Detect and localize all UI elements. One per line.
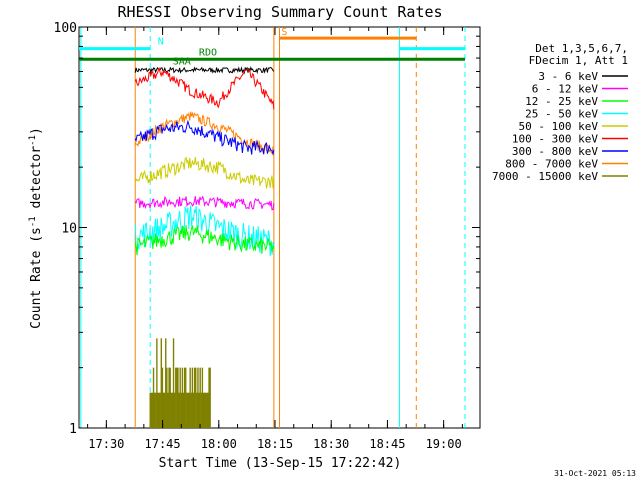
series-line-6: [134, 205, 275, 257]
y-tick-label: 100: [54, 21, 77, 36]
state-bar-label: SAA: [173, 57, 191, 68]
y-tick-label: 1: [69, 422, 77, 437]
legend-label: 25 - 50 keV: [525, 108, 598, 121]
generation-timestamp: 31-Oct-2021 05:13: [554, 469, 636, 478]
x-tick-label: 17:45: [145, 437, 181, 451]
legend-label: 50 - 100 keV: [519, 120, 599, 133]
y-axis-label-main: Count Rate (s: [29, 227, 44, 329]
y-axis-label-end: ): [29, 127, 44, 135]
y-axis-label-mid: detector: [29, 146, 44, 217]
series-line-3: [134, 119, 275, 156]
legend-label: 12 - 25 keV: [525, 95, 598, 108]
y-axis-label-sup: -1: [28, 216, 38, 227]
x-tick-label: 19:00: [426, 437, 462, 451]
legend-header: Det 1,3,5,6,7,: [535, 42, 628, 55]
legend-label: 7000 - 15000 keV: [492, 170, 598, 183]
series-line-7: [134, 224, 275, 256]
x-tick-label: 18:45: [369, 437, 405, 451]
series-line-1: [134, 66, 275, 110]
series-line-0: [134, 66, 275, 75]
legend-label: 100 - 300 keV: [512, 133, 598, 146]
state-bar-label: RDO: [199, 48, 217, 59]
y-axis-label: Count Rate (s-1 detector-1): [28, 127, 44, 329]
legend-label: 300 - 800 keV: [512, 145, 598, 158]
x-tick-label: 18:30: [313, 437, 349, 451]
x-tick-label: 17:30: [88, 437, 124, 451]
state-bar-label: S: [281, 27, 287, 38]
x-tick-label: 18:00: [201, 437, 237, 451]
y-tick-label: 10: [61, 222, 77, 237]
legend-label: 800 - 7000 keV: [505, 158, 598, 171]
legend-header: FDecim 1, Att 1: [529, 54, 628, 67]
state-bar-label: N: [158, 36, 164, 47]
chart-title: RHESSI Observing Summary Count Rates: [117, 3, 442, 21]
x-tick-label: 18:15: [257, 437, 293, 451]
plot-marks: N S RDO SAA: [79, 27, 466, 428]
series-line-4: [134, 156, 275, 189]
axes: 17:30 17:45 18:00 18:15 18:30 18:45 19:00 1 10 10…: [54, 21, 480, 451]
y-axis-label-sup2: -1: [28, 135, 38, 146]
legend-label: 3 - 6 keV: [538, 70, 598, 83]
legend: Det 1,3,5,6,7,FDecim 1, Att 1 3 - 6 keV6 …: [492, 42, 628, 183]
x-axis-label: Start Time (13-Sep-15 17:22:42): [159, 456, 402, 471]
legend-label: 6 - 12 keV: [532, 83, 599, 96]
series-line-5: [134, 195, 275, 211]
series-line-2: [134, 111, 275, 155]
